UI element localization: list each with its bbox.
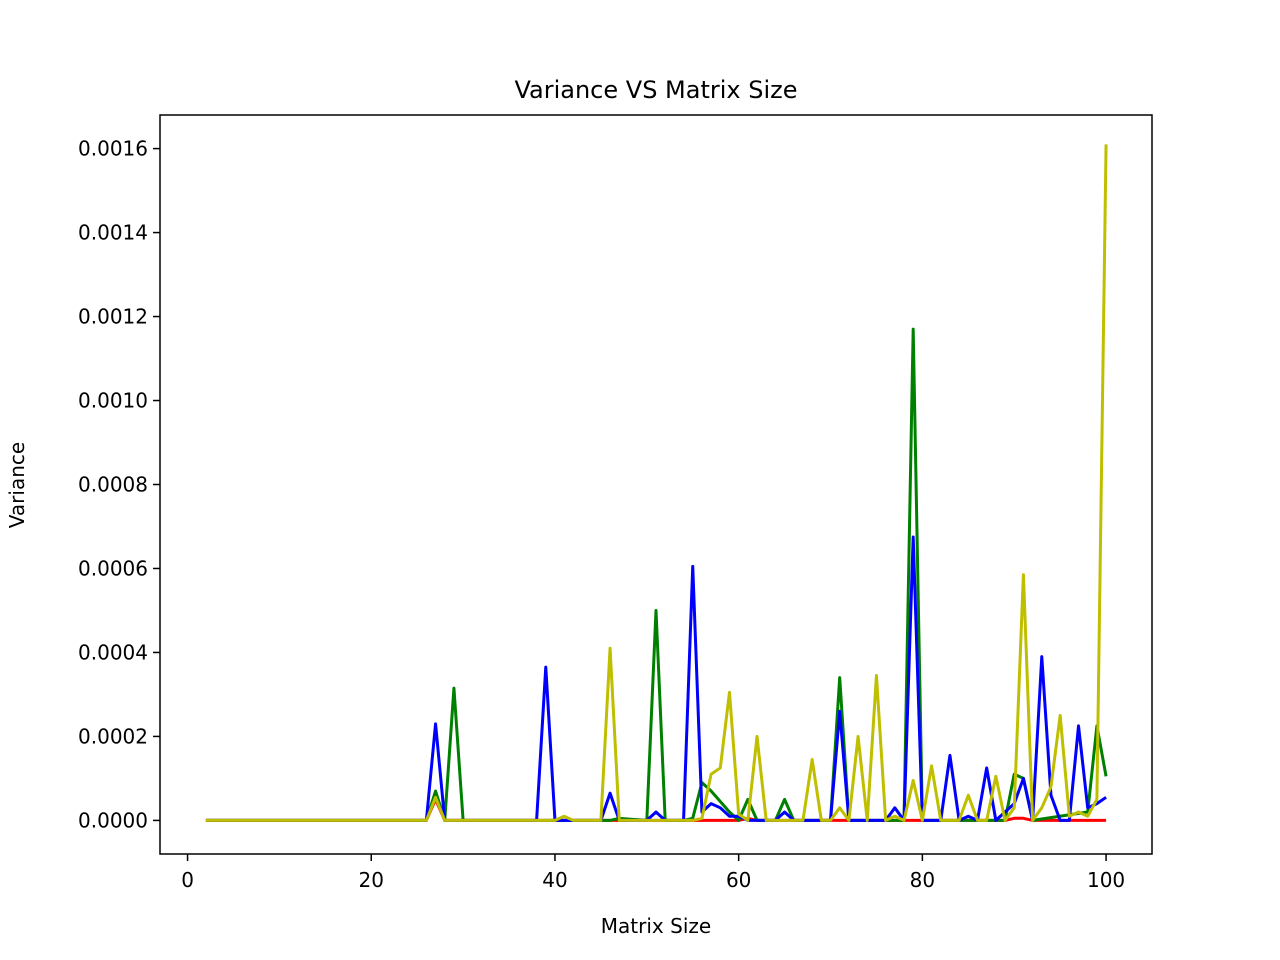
- y-tick-label: 0.0004: [78, 640, 148, 664]
- series-line-4: [205, 144, 1108, 822]
- series-line-3: [205, 535, 1107, 822]
- y-tick-label: 0.0000: [78, 808, 148, 832]
- x-tick-label: 100: [1087, 868, 1125, 892]
- series-layer: [205, 144, 1108, 822]
- chart-title: Variance VS Matrix Size: [514, 76, 797, 104]
- y-tick-label: 0.0006: [78, 556, 148, 580]
- x-tick-label: 0: [181, 868, 194, 892]
- y-tick-label: 0.0014: [78, 221, 148, 245]
- y-tick-label: 0.0010: [78, 389, 148, 413]
- y-tick-label: 0.0012: [78, 305, 148, 329]
- x-tick-label: 40: [542, 868, 567, 892]
- y-tick-label: 0.0008: [78, 473, 148, 497]
- y-axis: 0.0000 0.0002 0.0004 0.0006 0.0008 0.0010 0.00…: [78, 137, 160, 832]
- y-tick-label: 0.0016: [78, 137, 148, 161]
- x-tick-label: 60: [726, 868, 751, 892]
- x-tick-label: 80: [910, 868, 935, 892]
- x-axis: 0 20 40 60 80 100: [181, 854, 1125, 892]
- y-axis-label: Variance: [5, 442, 29, 528]
- x-axis-label: Matrix Size: [601, 914, 711, 938]
- x-tick-label: 20: [359, 868, 384, 892]
- y-tick-label: 0.0002: [78, 724, 148, 748]
